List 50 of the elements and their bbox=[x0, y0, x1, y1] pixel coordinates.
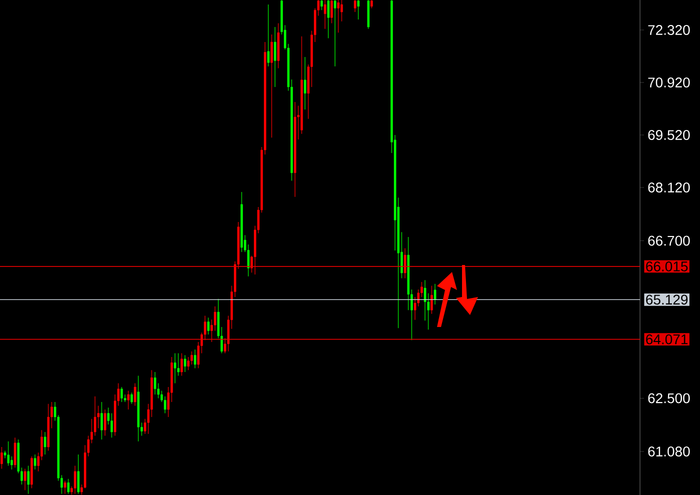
ref-line-label: 64.071 bbox=[646, 334, 688, 344]
y-tick-label: 62.500 bbox=[648, 393, 690, 404]
candlestick bbox=[337, 0, 340, 34]
candlestick bbox=[180, 352, 183, 376]
candlestick bbox=[174, 352, 176, 384]
candlestick bbox=[327, 0, 330, 39]
candlestick bbox=[334, 0, 336, 67]
candlestick bbox=[164, 396, 166, 414]
candlestick bbox=[120, 386, 123, 402]
y-tick-label: 70.920 bbox=[648, 78, 690, 88]
y-tick-label: 72.320 bbox=[648, 25, 690, 35]
candlestick bbox=[194, 349, 196, 369]
candlestick bbox=[214, 306, 216, 332]
candlestick bbox=[434, 283, 436, 305]
candlestick bbox=[154, 372, 156, 395]
y-tick-label: 66.700 bbox=[648, 236, 690, 246]
candlestick bbox=[77, 454, 80, 494]
candlestick bbox=[104, 409, 106, 436]
y-tick-label: 69.520 bbox=[648, 130, 690, 140]
candlestick bbox=[274, 26, 276, 88]
y-tick-label: 68.120 bbox=[648, 182, 690, 192]
candlestick bbox=[27, 465, 30, 494]
candlestick bbox=[100, 402, 103, 440]
candlestick bbox=[64, 480, 66, 494]
candlestick bbox=[324, 0, 326, 30]
ref-line-label: 65.129 bbox=[646, 294, 688, 305]
candlestick bbox=[404, 248, 406, 279]
candlestick bbox=[357, 0, 360, 20]
candlestick bbox=[330, 0, 333, 24]
candlestick bbox=[270, 34, 273, 138]
candlestick bbox=[267, 4, 270, 67]
candlestick bbox=[304, 56, 306, 110]
candlestick bbox=[134, 382, 136, 406]
candlestick bbox=[14, 437, 16, 468]
candlestick bbox=[184, 354, 186, 372]
candlestick bbox=[44, 432, 46, 455]
candlestick bbox=[94, 396, 96, 436]
candlestick bbox=[130, 392, 133, 404]
candlestick bbox=[430, 285, 433, 314]
candlestick bbox=[34, 454, 36, 470]
candlestick bbox=[354, 0, 356, 12]
candlestick bbox=[67, 478, 70, 494]
candlestick bbox=[0, 446, 3, 470]
candlestick bbox=[207, 317, 210, 335]
candlestick bbox=[127, 390, 130, 410]
candlestick bbox=[7, 440, 10, 466]
ref-line-label: 66.015 bbox=[646, 261, 688, 272]
candlestick bbox=[24, 468, 26, 491]
y-tick-label: 61.080 bbox=[648, 446, 690, 456]
candlestick bbox=[74, 465, 76, 494]
